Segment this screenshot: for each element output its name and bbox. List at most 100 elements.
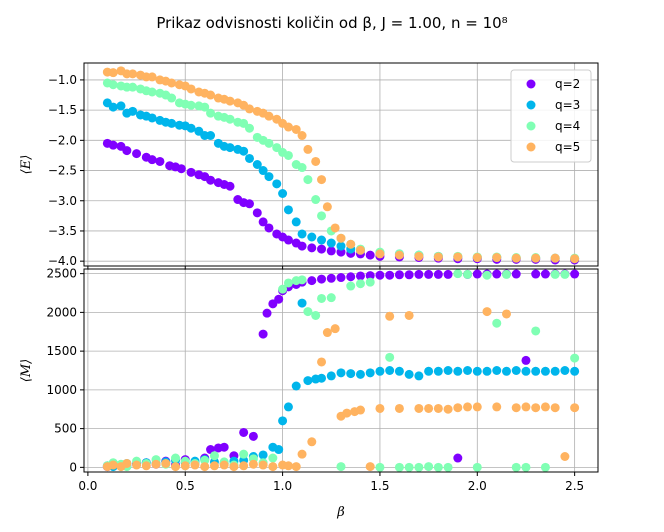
data-point-q3 <box>186 123 196 133</box>
data-point-q3 <box>560 366 570 375</box>
x-tick-label: 2.0 <box>468 479 487 493</box>
data-point-q5 <box>291 462 301 472</box>
data-point-q2 <box>239 427 249 437</box>
data-point-q3 <box>336 241 346 251</box>
data-point-q5 <box>375 249 385 259</box>
data-point-q5 <box>258 460 268 470</box>
data-point-q5 <box>453 403 463 413</box>
data-point-q3 <box>326 238 336 248</box>
data-point-q2 <box>108 140 118 150</box>
legend-marker <box>526 121 536 131</box>
data-point-q4 <box>311 195 321 205</box>
data-point-q3 <box>492 366 502 375</box>
data-point-q3 <box>278 189 288 198</box>
data-point-q4 <box>511 462 521 472</box>
data-point-q2 <box>365 250 375 260</box>
data-point-q5 <box>385 311 395 321</box>
data-point-q5 <box>283 461 293 471</box>
data-point-q2 <box>252 208 262 218</box>
data-point-q5 <box>122 458 132 468</box>
data-point-q3 <box>128 106 138 116</box>
data-point-q5 <box>303 144 313 154</box>
data-point-q2 <box>540 269 550 279</box>
data-point-q4 <box>317 293 327 303</box>
data-point-q2 <box>414 269 424 279</box>
legend-entry: q=3 <box>555 98 580 112</box>
data-point-q3 <box>116 101 126 111</box>
data-point-q5 <box>346 239 356 249</box>
y-tick-label: 2500 <box>46 267 77 281</box>
data-point-q2 <box>375 270 385 280</box>
data-point-q5 <box>161 458 171 468</box>
data-point-q4 <box>394 462 404 472</box>
data-point-q2 <box>283 235 293 245</box>
y-tick-label: −1.0 <box>48 73 77 87</box>
data-point-q5 <box>336 233 346 243</box>
data-point-q2 <box>433 269 443 279</box>
data-point-q3 <box>404 369 414 379</box>
y-tick-label: −2.5 <box>48 164 77 178</box>
data-point-q2 <box>317 274 327 284</box>
energy-subplot: −1.0 −1.5 −2.0 −2.5 −3.0 −3.5 −4.0 ⟨E⟩ <box>19 62 599 270</box>
data-point-q4 <box>540 462 550 472</box>
data-point-q5 <box>472 253 482 263</box>
data-point-q2 <box>248 431 258 441</box>
data-point-q5 <box>225 96 235 106</box>
data-point-q4 <box>424 462 434 472</box>
data-point-q5 <box>317 357 327 367</box>
data-point-q5 <box>283 122 293 132</box>
y-axis-label: ⟨E⟩ <box>19 155 34 175</box>
data-point-q3 <box>424 366 434 376</box>
data-point-q3 <box>307 232 317 242</box>
data-point-q3 <box>521 366 531 376</box>
data-point-q3 <box>258 450 268 460</box>
data-point-q3 <box>206 131 216 140</box>
data-point-q2 <box>219 442 229 452</box>
x-axis-label: β <box>336 505 345 520</box>
data-point-q4 <box>225 114 235 124</box>
data-point-q3 <box>326 371 336 381</box>
data-point-q5 <box>472 402 482 412</box>
data-point-q2 <box>147 155 157 165</box>
data-point-q4 <box>303 175 313 185</box>
y-tick-label: 1500 <box>46 344 77 358</box>
data-point-q5 <box>108 68 118 78</box>
data-point-q5 <box>342 408 352 418</box>
data-point-q2 <box>297 241 307 251</box>
data-point-q3 <box>272 179 282 189</box>
data-point-q3 <box>244 153 254 163</box>
data-point-q5 <box>219 460 229 470</box>
data-point-q4 <box>521 462 531 472</box>
axes-frame <box>83 62 599 267</box>
data-point-q3 <box>540 366 550 376</box>
data-point-q5 <box>108 460 118 470</box>
figure-title: Prikaz odvisnosti količin od β, J = 1.00… <box>156 14 507 32</box>
data-point-q4 <box>443 462 453 472</box>
data-point-q5 <box>531 403 541 413</box>
data-point-q4 <box>278 284 288 294</box>
data-point-q4 <box>171 453 181 463</box>
data-point-q2 <box>132 149 142 159</box>
data-point-q4 <box>365 277 375 287</box>
data-point-q2 <box>274 294 284 304</box>
data-point-q3 <box>433 366 443 376</box>
data-point-q3 <box>291 217 301 227</box>
data-point-q5 <box>322 328 332 338</box>
data-point-q5 <box>453 252 463 262</box>
data-point-q2 <box>531 269 541 279</box>
data-point-q4 <box>186 100 196 110</box>
data-point-q5 <box>322 202 332 212</box>
data-point-q2 <box>186 167 196 177</box>
data-point-q5 <box>501 309 511 319</box>
data-point-q5 <box>443 404 453 414</box>
data-point-q5 <box>297 449 307 459</box>
data-point-q3 <box>414 371 424 381</box>
y-tick-label: −3.0 <box>48 194 77 208</box>
data-point-q4 <box>209 451 219 461</box>
data-point-q5 <box>141 461 151 471</box>
data-point-q4 <box>346 281 356 291</box>
data-point-q2 <box>355 271 365 281</box>
data-point-q5 <box>394 250 404 260</box>
data-point-q2 <box>326 246 336 256</box>
data-point-q5 <box>424 403 434 413</box>
